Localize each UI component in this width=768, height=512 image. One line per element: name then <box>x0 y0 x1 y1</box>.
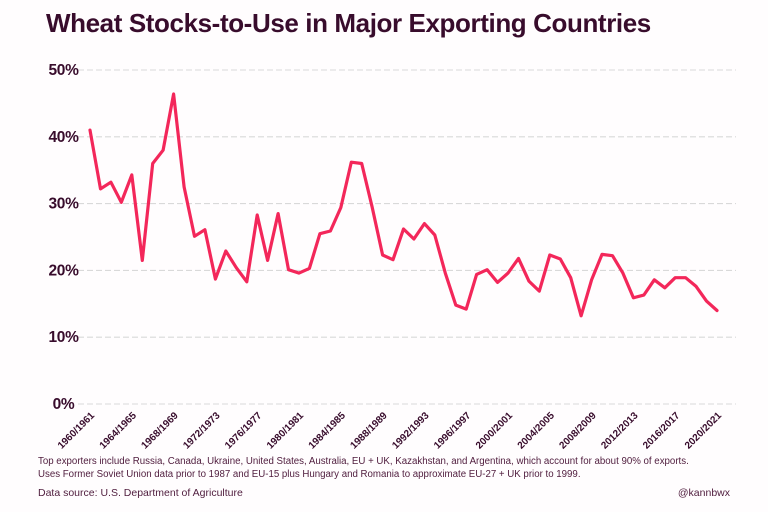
x-tick-label-1960-1961: 1960/1961 <box>56 410 98 452</box>
x-tick-label-2008-2009: 2008/2009 <box>558 410 600 452</box>
chart-title: Wheat Stocks-to-Use in Major Exporting C… <box>46 8 651 38</box>
x-tick-label-2020-2021: 2020/2021 <box>683 410 725 452</box>
y-tick-label-50: 50% <box>48 62 79 79</box>
x-tick-label-1980-1981: 1980/1981 <box>265 410 307 452</box>
x-tick-label-2000-2001: 2000/2001 <box>474 410 516 452</box>
y-tick-label-30: 30% <box>48 196 79 213</box>
x-tick-label-2016-2017: 2016/2017 <box>641 410 683 452</box>
y-tick-label-0: 0% <box>53 396 75 413</box>
x-tick-label-1984-1985: 1984/1985 <box>307 410 349 452</box>
x-tick-label-2004-2005: 2004/2005 <box>516 410 558 452</box>
chart-footer: Data source: U.S. Department of Agricult… <box>38 487 730 499</box>
x-tick-label-1968-1969: 1968/1969 <box>140 410 182 452</box>
x-tick-label-1976-1977: 1976/1977 <box>223 410 265 452</box>
series-line-major-exporters <box>88 92 719 318</box>
x-tick-label-1996-1997: 1996/1997 <box>432 410 474 452</box>
y-tick-label-20: 20% <box>48 262 79 279</box>
y-tick-label-10: 10% <box>48 329 79 346</box>
data-source-label: Data source: U.S. Department of Agricult… <box>38 487 243 499</box>
x-tick-label-2012-2013: 2012/2013 <box>599 410 641 452</box>
x-tick-label-1988-1989: 1988/1989 <box>349 410 391 452</box>
chart-footnotes: Top exporters include Russia, Canada, Uk… <box>38 456 758 481</box>
author-handle: @kannbwx <box>677 487 730 499</box>
y-tick-label-40: 40% <box>48 129 79 146</box>
x-tick-label-1992-1993: 1992/1993 <box>390 410 432 452</box>
footnote-line-2: Uses Former Soviet Union data prior to 1… <box>38 468 581 480</box>
x-tick-label-1972-1973: 1972/1973 <box>181 410 223 452</box>
footnote-line-1: Top exporters include Russia, Canada, Uk… <box>38 456 689 467</box>
x-tick-label-1964-1965: 1964/1965 <box>98 410 140 452</box>
